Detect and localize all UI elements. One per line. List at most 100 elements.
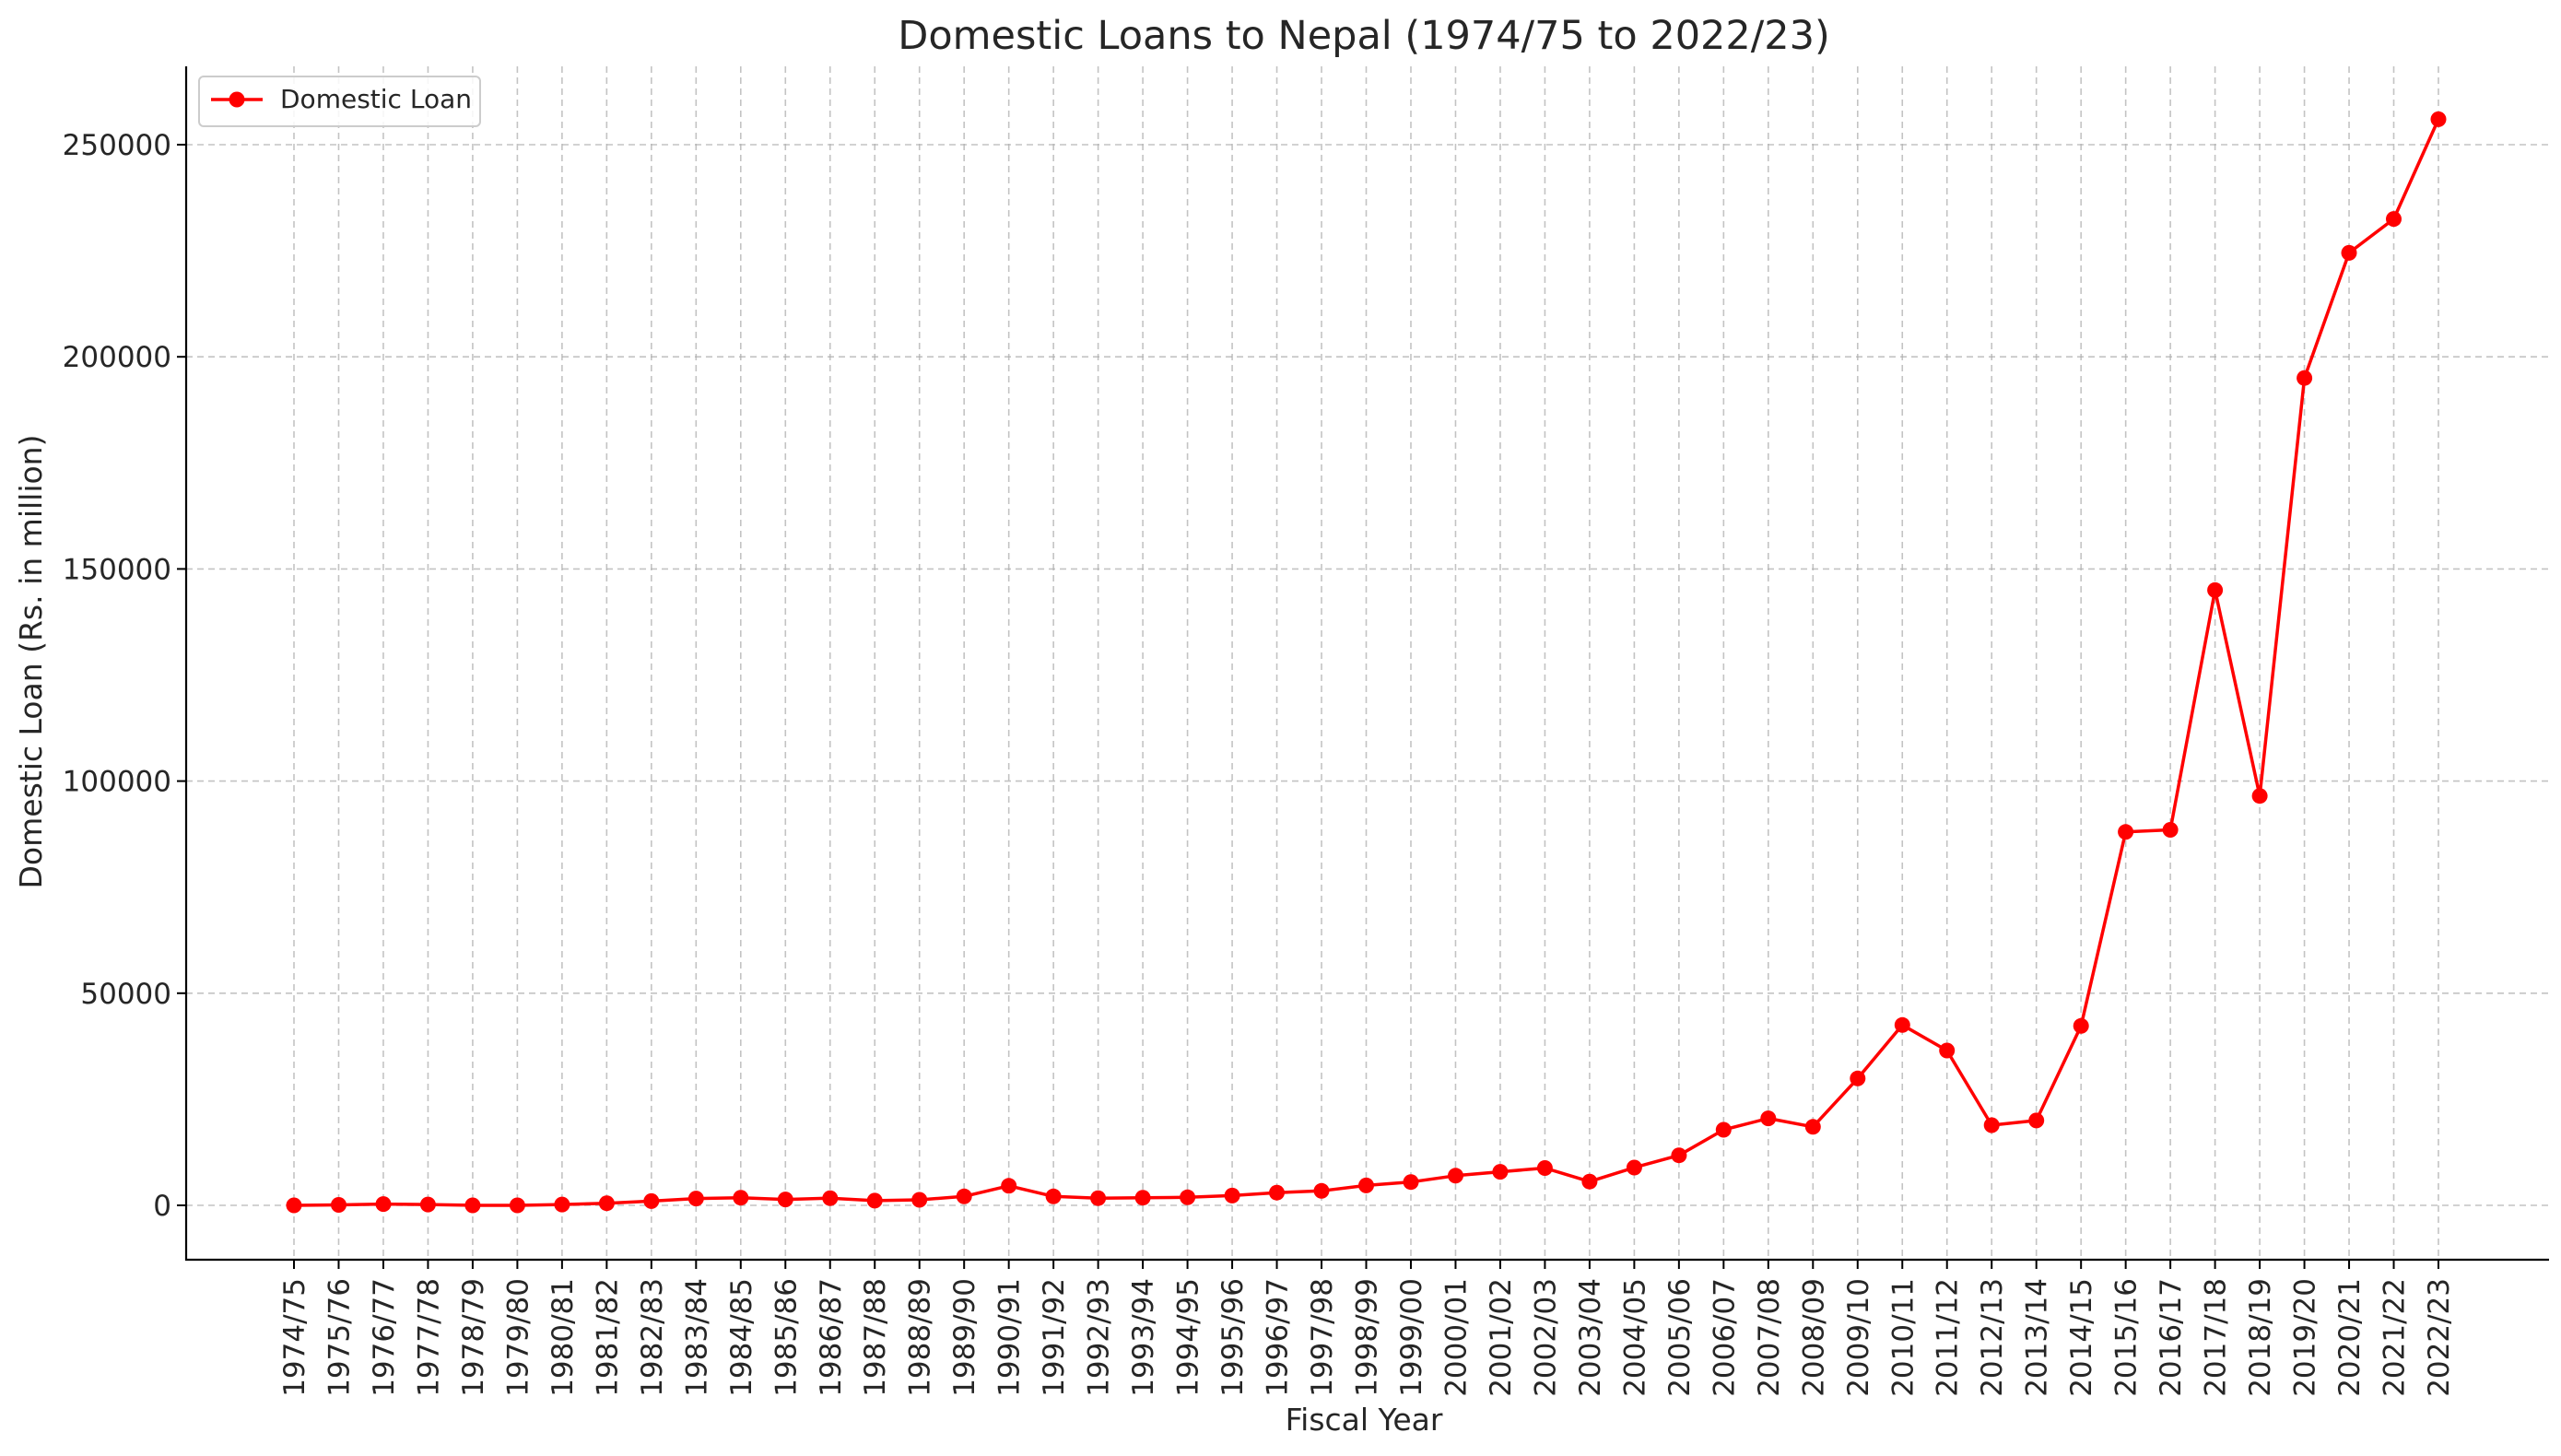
data-point: [2386, 211, 2402, 228]
x-tick-label: 1994/95: [1172, 1278, 1205, 1397]
data-point: [1180, 1189, 1196, 1205]
data-point: [1224, 1187, 1240, 1204]
x-tick-label: 2022/23: [2423, 1278, 2456, 1397]
data-point: [1760, 1110, 1777, 1127]
data-point: [1090, 1190, 1107, 1206]
data-point: [1134, 1190, 1151, 1206]
legend-marker-swatch: [229, 91, 245, 108]
x-tick-label: 1974/75: [278, 1278, 311, 1397]
data-point: [1358, 1177, 1374, 1193]
data-point: [2430, 111, 2447, 127]
x-tick-label: 1993/94: [1127, 1278, 1160, 1397]
x-tick-label: 2009/10: [1842, 1278, 1875, 1397]
x-tick-label: 1977/78: [412, 1278, 445, 1397]
x-tick-label: 2020/21: [2333, 1278, 2367, 1397]
data-point: [1403, 1174, 1419, 1191]
data-point: [1626, 1159, 1642, 1176]
data-point: [1448, 1168, 1463, 1184]
x-tick-label: 1983/84: [680, 1278, 713, 1397]
data-point: [1045, 1188, 1062, 1204]
x-tick-label: 1975/76: [323, 1278, 356, 1397]
legend: Domestic Loan: [198, 76, 481, 127]
x-tick-label: 1997/98: [1306, 1278, 1339, 1397]
data-point: [643, 1192, 660, 1209]
x-tick-label: 2017/18: [2200, 1278, 2233, 1397]
x-tick-label: 1986/87: [815, 1278, 848, 1397]
data-point: [375, 1196, 392, 1213]
legend-box: [198, 76, 481, 127]
x-tick-label: 1978/79: [457, 1278, 490, 1397]
data-point: [1804, 1119, 1821, 1135]
data-point: [2251, 788, 2268, 804]
data-point: [1671, 1147, 1687, 1164]
x-tick-label: 1991/92: [1038, 1278, 1071, 1397]
data-point: [2118, 824, 2134, 840]
x-tick-label: 2001/02: [1485, 1278, 1518, 1397]
y-tick-label: 50000: [80, 978, 171, 1011]
x-tick-label: 1992/93: [1083, 1278, 1116, 1397]
x-tick-label: 2013/14: [2021, 1278, 2054, 1397]
data-point: [1492, 1164, 1509, 1180]
data-point: [1313, 1182, 1330, 1199]
data-point: [1581, 1173, 1598, 1190]
data-point: [554, 1196, 570, 1213]
x-axis-label: Fiscal Year: [1286, 1402, 1443, 1438]
data-point: [464, 1197, 481, 1214]
x-tick-label: 1988/89: [904, 1278, 937, 1397]
data-point: [911, 1192, 928, 1208]
y-tick-label: 250000: [63, 129, 171, 162]
x-tick-label: 1990/91: [993, 1278, 1027, 1397]
y-axis-label: Domestic Loan (Rs. in million): [13, 435, 49, 889]
x-tick-label: 1984/85: [725, 1278, 758, 1397]
x-tick-label: 2014/15: [2065, 1278, 2098, 1397]
x-tick-label: 2015/16: [2110, 1278, 2144, 1397]
data-point: [286, 1197, 302, 1214]
x-tick-label: 2002/03: [1529, 1278, 1562, 1397]
x-tick-label: 2010/11: [1886, 1278, 1920, 1397]
data-point: [1001, 1178, 1017, 1194]
x-tick-label: 1996/97: [1262, 1278, 1295, 1397]
grid: [186, 66, 2549, 1260]
data-point: [1536, 1160, 1553, 1176]
x-tick-label: 1999/00: [1395, 1278, 1428, 1397]
y-tick-label: 150000: [63, 553, 171, 586]
x-tick-label: 2003/04: [1574, 1278, 1607, 1397]
y-tick-label: 0: [153, 1190, 171, 1223]
data-point: [822, 1190, 839, 1206]
data-point: [2207, 581, 2224, 598]
x-tick-label: 1985/86: [769, 1278, 803, 1397]
x-tick-label: 2019/20: [2289, 1278, 2322, 1397]
y-tick-label: 100000: [63, 766, 171, 799]
data-point: [2162, 822, 2179, 838]
x-tick-label: 2006/07: [1708, 1278, 1741, 1397]
x-tick-label: 1980/81: [546, 1278, 580, 1397]
data-point: [2341, 244, 2357, 261]
x-tick-label: 1998/99: [1351, 1278, 1384, 1397]
x-tick-label: 2008/09: [1797, 1278, 1830, 1397]
data-point: [2073, 1017, 2089, 1034]
data-point: [419, 1196, 436, 1213]
x-tick-label: 2005/06: [1663, 1278, 1697, 1397]
x-tick-label: 2004/05: [1618, 1278, 1651, 1397]
data-point: [733, 1190, 749, 1206]
data-point: [598, 1195, 615, 1212]
x-tick-label: 2007/08: [1753, 1278, 1786, 1397]
x-tick-label: 1982/83: [636, 1278, 669, 1397]
y-tick-label: 200000: [63, 341, 171, 374]
series-layer: [286, 111, 2447, 1214]
data-point: [1269, 1184, 1285, 1201]
data-point: [331, 1197, 347, 1213]
x-tick-label: 1995/96: [1216, 1278, 1250, 1397]
data-point: [687, 1191, 704, 1207]
x-tick-label: 2016/17: [2155, 1278, 2188, 1397]
x-tick-label: 1981/82: [591, 1278, 624, 1397]
axis-spines: [184, 66, 2549, 1262]
x-tick-label: 1976/77: [368, 1278, 401, 1397]
data-point: [1983, 1117, 2000, 1133]
data-point: [956, 1188, 972, 1204]
x-tick-label: 1989/90: [948, 1278, 981, 1397]
data-point: [1850, 1070, 1866, 1086]
x-tick-label: 1979/80: [501, 1278, 535, 1397]
data-point: [866, 1192, 883, 1209]
x-tick-label: 2018/19: [2244, 1278, 2277, 1397]
